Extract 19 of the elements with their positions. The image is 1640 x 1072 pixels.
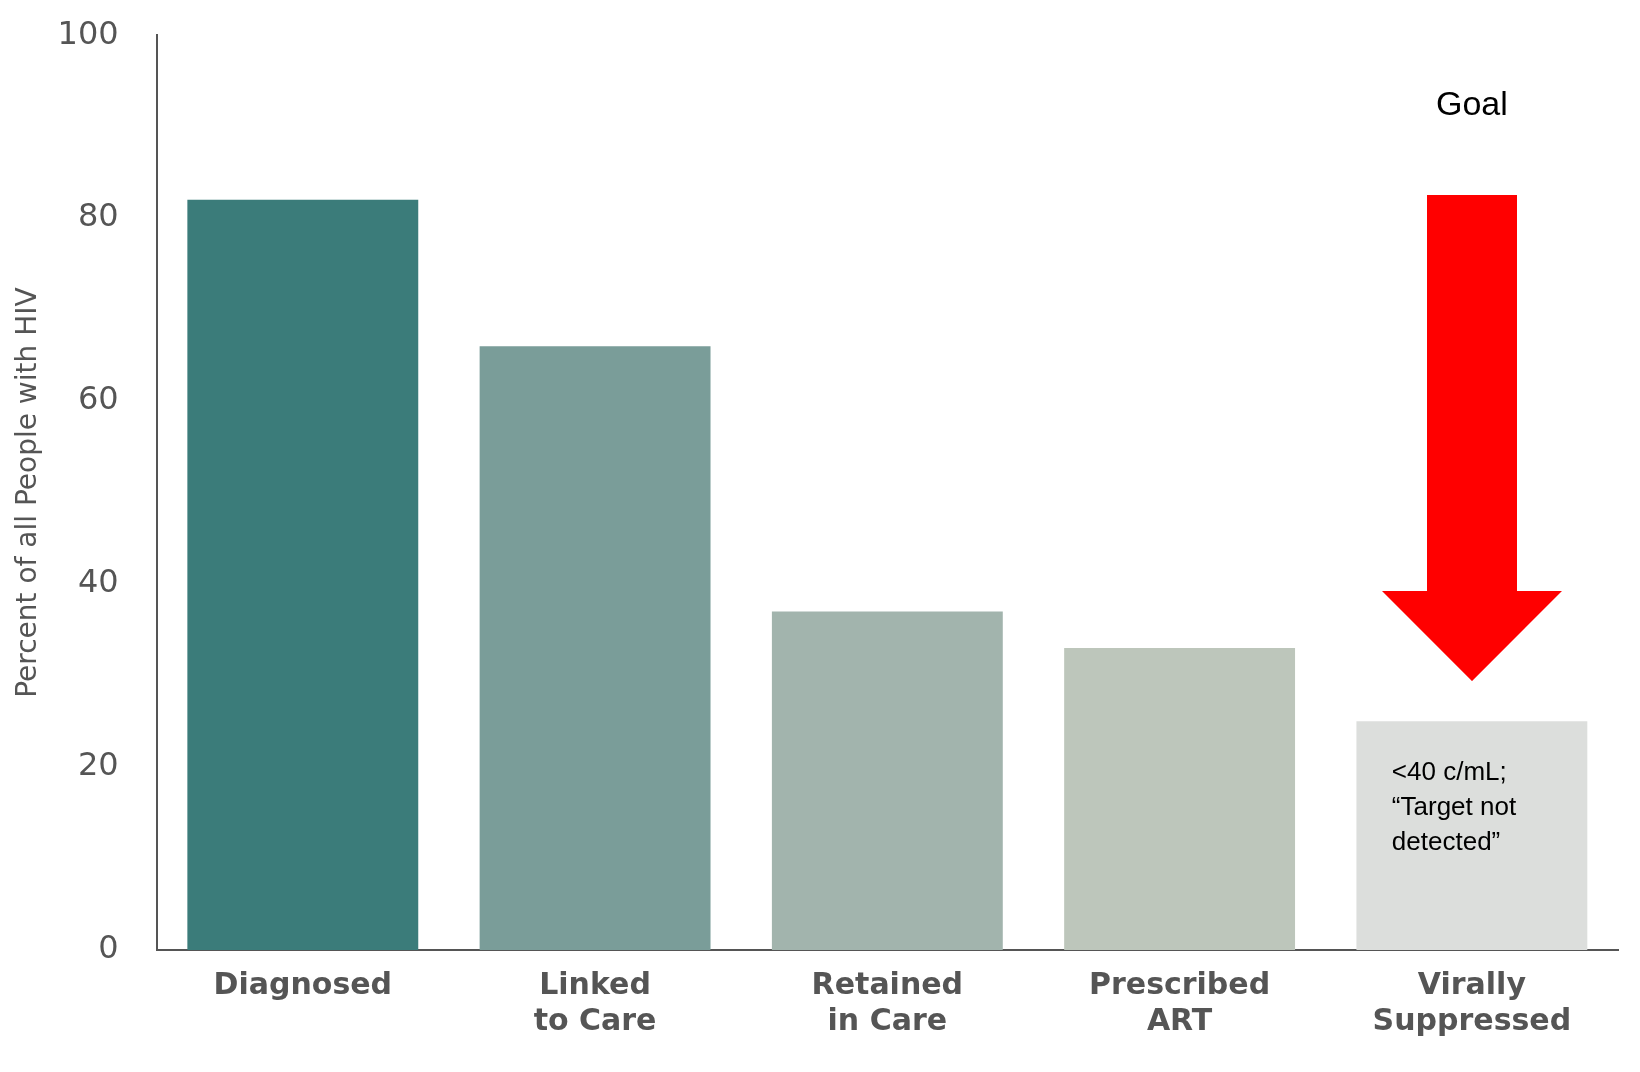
y-tick-label: 100 — [57, 13, 119, 52]
x-tick-label: Linked to Care — [533, 965, 657, 1037]
x-tick-label: Diagnosed — [213, 965, 393, 1001]
annotation: <40 c/mL; “Target not detected” — [1391, 756, 1517, 857]
annotation: Goal — [1435, 83, 1508, 122]
bar — [1356, 721, 1588, 950]
bar — [771, 611, 1003, 950]
y-tick-label: 0 — [98, 928, 119, 967]
x-tick-label: Virally Suppressed — [1372, 965, 1572, 1037]
bar — [479, 346, 711, 950]
bar — [1064, 648, 1296, 950]
y-tick-label: 80 — [77, 196, 119, 235]
bar — [187, 199, 419, 950]
y-tick-label: 20 — [77, 745, 119, 784]
x-tick-label: Retained in Care — [811, 965, 964, 1037]
y-tick-label: 40 — [77, 562, 119, 601]
y-tick-label: 60 — [77, 379, 119, 418]
x-tick-label: Prescribed ART — [1089, 965, 1271, 1037]
y-axis-title: Percent of all People with HIV — [10, 287, 44, 698]
